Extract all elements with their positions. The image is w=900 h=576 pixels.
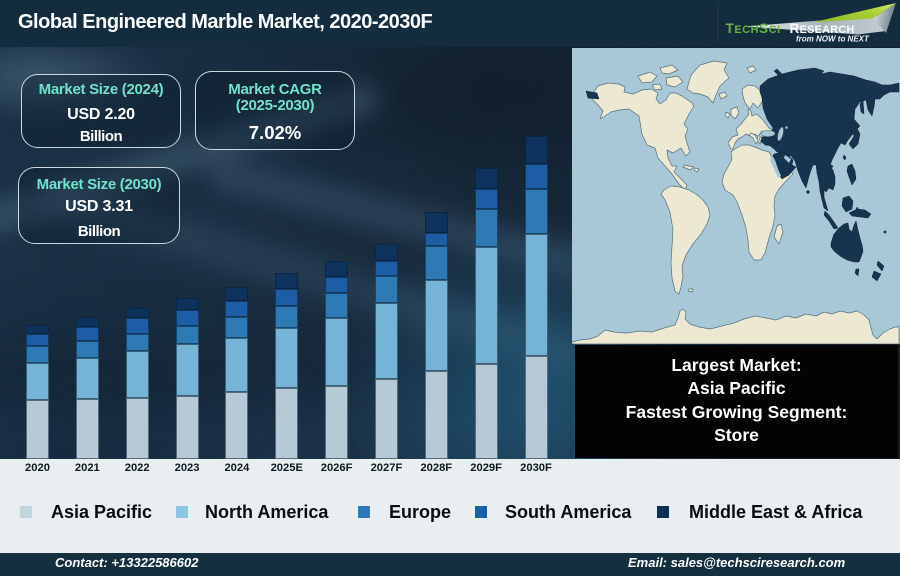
svg-text:TECHSCI: TECHSCI xyxy=(726,21,781,36)
svg-text:from NOW to NEXT: from NOW to NEXT xyxy=(796,34,870,43)
svg-text:RESEARCH: RESEARCH xyxy=(790,21,855,36)
